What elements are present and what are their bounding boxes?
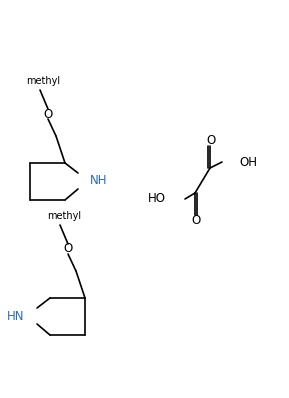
Text: methyl: methyl — [47, 211, 81, 221]
Text: methyl: methyl — [26, 76, 60, 86]
Text: O: O — [43, 107, 53, 121]
Text: O: O — [191, 215, 201, 228]
Text: HN: HN — [6, 310, 24, 322]
Text: O: O — [206, 133, 216, 146]
Text: OH: OH — [239, 156, 257, 168]
Text: O: O — [63, 242, 73, 256]
Text: NH: NH — [90, 174, 108, 187]
Text: HO: HO — [148, 193, 166, 205]
